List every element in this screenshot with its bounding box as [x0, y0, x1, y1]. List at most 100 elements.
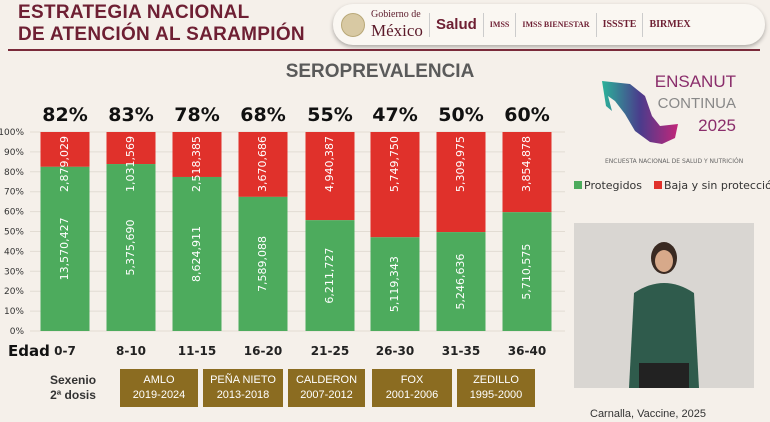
unprotected-value-label: 2,518,385 [190, 136, 203, 192]
bar-protected [502, 212, 552, 331]
y-tick-label: 40% [4, 247, 24, 257]
chart-title: SEROPREVALENCIA [285, 61, 475, 82]
y-tick-label: 0% [10, 327, 25, 337]
sexenio-label-l1: Sexenio [50, 373, 97, 387]
age-label: 16-20 [244, 344, 282, 358]
protected-value-label: 6,211,727 [323, 248, 336, 304]
mexico-map-icon [602, 81, 678, 144]
sign-language-interpreter-video [574, 223, 754, 388]
ensanut-year: 2025 [698, 116, 736, 135]
source-credit: Carnalla, Vaccine, 2025 [590, 408, 706, 420]
protected-value-label: 5,119,343 [388, 256, 401, 312]
percent-label: 78% [174, 104, 219, 126]
ensanut-logo: ENSANUT CONTINUA 2025 ENCUESTA NACIONAL … [600, 68, 750, 168]
percent-label: 55% [307, 104, 352, 126]
bar-unprotected [502, 132, 552, 213]
logo-separator [595, 12, 597, 37]
ensanut-continua: CONTINUA [657, 95, 736, 112]
logo-separator [482, 12, 484, 37]
logo-separator [515, 12, 517, 37]
percent-label: 50% [438, 104, 483, 126]
gobierno-logo: Gobierno de México [371, 9, 423, 40]
logo-separator [428, 12, 430, 37]
protected-value-label: 7,589,088 [256, 236, 269, 292]
bar-protected [238, 196, 288, 331]
bar-unprotected [172, 132, 222, 177]
bar-protected [370, 237, 420, 331]
bar-protected [40, 166, 90, 331]
unprotected-value-label: 4,940,387 [323, 136, 336, 192]
unprotected-value-label: 1,031,569 [124, 136, 137, 192]
protected-value-label: 5,710,575 [520, 244, 533, 300]
bar-unprotected [370, 132, 420, 238]
age-label: 8-10 [116, 344, 146, 358]
header-divider [8, 49, 760, 51]
bar-unprotected [40, 132, 90, 167]
unprotected-value-label: 2,879,029 [58, 136, 71, 192]
protected-value-label: 5,375,690 [124, 220, 137, 276]
age-label: 31-35 [442, 344, 480, 358]
title-line-1: ESTRATEGIA NACIONAL [18, 2, 250, 23]
page-title: ESTRATEGIA NACIONAL DE ATENCIÓN AL SARAMP… [18, 2, 305, 46]
y-tick-label: 80% [4, 168, 24, 178]
sexenio-name: AMLO [143, 374, 175, 386]
gob-b: México [371, 21, 423, 40]
legend-label: Baja y sin protección [664, 179, 770, 192]
sexenio-years: 2019-2024 [132, 389, 186, 401]
age-label: 0-7 [54, 344, 76, 358]
percent-label: 60% [504, 104, 549, 126]
sexenio-box: ZEDILLO 1995-2000 [457, 369, 535, 407]
sexenio-years: 2001-2006 [385, 389, 439, 401]
percent-label: 82% [42, 104, 87, 126]
sexenio-box: AMLO 2019-2024 [120, 369, 198, 407]
legend-swatch [574, 181, 582, 189]
protected-value-label: 5,246,636 [454, 254, 467, 310]
sexenio-box: FOX 2001-2006 [372, 369, 452, 407]
protected-value-label: 13,570,427 [58, 217, 71, 280]
bar-protected [436, 232, 486, 331]
sexenio-label-l2: 2ª dosis [50, 388, 96, 402]
sexenio-name: ZEDILLO [473, 374, 519, 386]
sexenio-name: CALDERON [295, 374, 358, 386]
sexenio-name: PEÑA NIETO [210, 374, 276, 386]
sexenio-box: PEÑA NIETO 2013-2018 [203, 369, 283, 407]
legend-swatch [654, 181, 663, 189]
unprotected-value-label: 5,309,975 [454, 136, 467, 192]
salud-logo: Salud [435, 16, 477, 33]
unprotected-value-label: 5,749,750 [388, 136, 401, 192]
y-tick-label: 10% [4, 307, 24, 317]
age-label: 11-15 [178, 344, 216, 358]
bar-unprotected [305, 132, 355, 221]
x-axis-label: Edad [8, 342, 50, 360]
age-label: 26-30 [376, 344, 414, 358]
bar-unprotected [106, 132, 156, 165]
y-tick-label: 30% [4, 267, 24, 277]
logo-separator [642, 12, 644, 37]
percent-label: 83% [108, 104, 153, 126]
bar-unprotected [238, 132, 288, 197]
title-line-2: DE ATENCIÓN AL SARAMPIÓN [18, 24, 305, 45]
y-tick-label: 70% [4, 188, 24, 198]
imss-logo: IMSS [489, 20, 510, 29]
y-tick-label: 20% [4, 287, 24, 297]
y-tick-label: 90% [4, 148, 24, 158]
legend-protected: Protegidos [574, 179, 642, 192]
birmex-logo: BIRMEX [649, 19, 691, 30]
unprotected-value-label: 3,670,686 [256, 136, 269, 192]
ensanut-title: ENSANUT [654, 72, 736, 91]
y-tick-label: 60% [4, 208, 24, 218]
age-label: 36-40 [508, 344, 546, 358]
logo-bar: Gobierno de México Salud IMSS IMSS BIENES… [333, 4, 765, 45]
sexenio-years: 1995-2000 [469, 389, 523, 401]
mexico-seal-icon [341, 12, 365, 37]
sexenio-years: 2007-2012 [300, 389, 353, 401]
unprotected-value-label: 3,854,878 [520, 136, 533, 192]
bar-unprotected [436, 132, 486, 233]
ensanut-caption: ENCUESTA NACIONAL DE SALUD Y NUTRICIÓN [605, 158, 744, 165]
legend-label: Protegidos [584, 179, 643, 192]
gob-a: Gobierno de [371, 9, 421, 20]
sexenio-label: Sexenio 2ª dosis [50, 373, 96, 403]
stacked-bar-chart: 0% 10% 20% 30% 40% 50% 60% 70% 80% 90% 100% 13,570,… [0, 104, 565, 360]
sexenio-box: CALDERON 2007-2012 [288, 369, 365, 407]
chart-legend: Protegidos Baja y sin protección [574, 179, 770, 192]
